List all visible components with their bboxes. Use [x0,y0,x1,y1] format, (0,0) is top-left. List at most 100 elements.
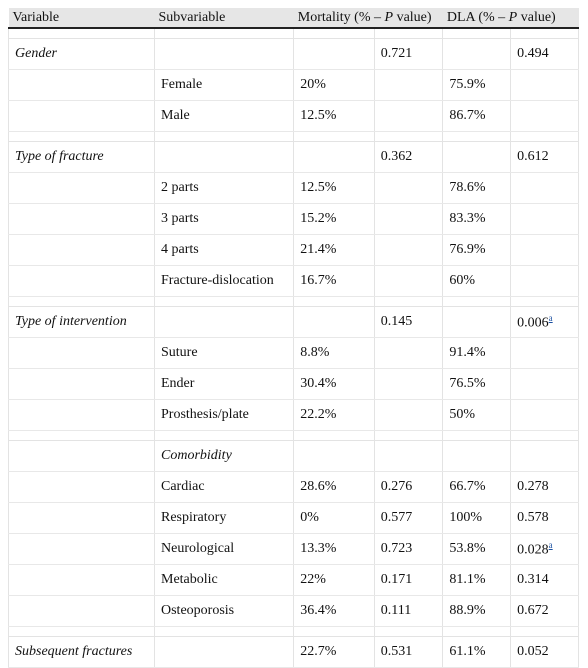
cell-subvariable [155,637,294,668]
cell-variable [9,369,155,400]
spacer-row [9,297,579,307]
cell-dla: 78.6% [443,173,511,204]
cell-mortality [294,39,374,70]
cell-dla: 100% [443,503,511,534]
cell-mortality-p [374,400,443,431]
cell-subvariable [155,307,294,338]
table-row: 2 parts 12.5% 78.6% [9,173,579,204]
spacer-row [9,627,579,637]
cell-dla [443,441,511,472]
cell-dla: 76.5% [443,369,511,400]
cell-subvariable: 3 parts [155,204,294,235]
cell-mortality-p: 0.723 [374,534,443,565]
cell-subvariable: Cardiac [155,472,294,503]
cell-subvariable: Metabolic [155,565,294,596]
table-row: Subsequent fractures 22.7% 0.531 61.1% 0… [9,637,579,668]
cell-subvariable: Male [155,101,294,132]
cell-subvariable: Osteoporosis [155,596,294,627]
results-table: Variable Subvariable Mortality (% – P va… [8,8,579,668]
cell-dla: 88.9% [443,596,511,627]
cell-variable [9,503,155,534]
table-row: Ender 30.4% 76.5% [9,369,579,400]
cell-variable: Type of intervention [9,307,155,338]
cell-dla-p: 0.028a [511,534,579,565]
table-row: Fracture-dislocation 16.7% 60% [9,266,579,297]
cell-variable [9,472,155,503]
cell-subvariable: 2 parts [155,173,294,204]
cell-variable: Subsequent fractures [9,637,155,668]
cell-mortality-p: 0.171 [374,565,443,596]
cell-subvariable: 4 parts [155,235,294,266]
cell-subvariable [155,142,294,173]
cell-dla-p: 0.314 [511,565,579,596]
cell-dla: 86.7% [443,101,511,132]
cell-mortality [294,307,374,338]
cell-mortality: 13.3% [294,534,374,565]
cell-dla: 81.1% [443,565,511,596]
cell-dla-p: 0.006a [511,307,579,338]
cell-subvariable: Prosthesis/plate [155,400,294,431]
cell-dla: 50% [443,400,511,431]
cell-mortality-p [374,369,443,400]
cell-mortality: 22.2% [294,400,374,431]
cell-dla-p [511,204,579,235]
cell-mortality: 0% [294,503,374,534]
table-row: Metabolic 22% 0.171 81.1% 0.314 [9,565,579,596]
cell-variable [9,338,155,369]
cell-dla [443,142,511,173]
cell-mortality-p: 0.362 [374,142,443,173]
cell-mortality-p [374,173,443,204]
footnote-link[interactable]: a [549,313,553,323]
footnote-link[interactable]: a [549,540,553,550]
cell-subvariable: Ender [155,369,294,400]
header-subvariable: Subvariable [155,8,294,28]
cell-dla: 76.9% [443,235,511,266]
cell-variable [9,534,155,565]
cell-dla: 75.9% [443,70,511,101]
cell-variable [9,204,155,235]
cell-mortality-p: 0.577 [374,503,443,534]
cell-subvariable: Comorbidity [155,441,294,472]
cell-subvariable: Respiratory [155,503,294,534]
cell-mortality: 8.8% [294,338,374,369]
cell-mortality-p [374,338,443,369]
cell-mortality: 16.7% [294,266,374,297]
cell-mortality [294,142,374,173]
cell-mortality-p [374,70,443,101]
table-row: Gender 0.721 0.494 [9,39,579,70]
cell-variable [9,596,155,627]
header-mortality: Mortality (% – P value) [294,8,443,28]
cell-variable [9,101,155,132]
cell-mortality-p: 0.721 [374,39,443,70]
cell-dla-p [511,173,579,204]
cell-mortality: 12.5% [294,173,374,204]
cell-dla-p [511,70,579,101]
cell-dla-p [511,400,579,431]
table-row: Neurological 13.3% 0.723 53.8% 0.028a [9,534,579,565]
table-row: Osteoporosis 36.4% 0.111 88.9% 0.672 [9,596,579,627]
cell-subvariable: Neurological [155,534,294,565]
header-variable: Variable [9,8,155,28]
cell-mortality: 20% [294,70,374,101]
table-row: Female 20% 75.9% [9,70,579,101]
cell-mortality-p: 0.276 [374,472,443,503]
header-row: Variable Subvariable Mortality (% – P va… [9,8,579,28]
cell-dla: 53.8% [443,534,511,565]
cell-variable [9,266,155,297]
table-row: Comorbidity [9,441,579,472]
cell-mortality-p [374,101,443,132]
cell-dla-p: 0.494 [511,39,579,70]
spacer-row [9,28,579,39]
cell-dla-p: 0.578 [511,503,579,534]
table-row: Type of fracture 0.362 0.612 [9,142,579,173]
cell-variable [9,400,155,431]
spacer-row [9,431,579,441]
cell-mortality-p [374,266,443,297]
cell-dla-p [511,441,579,472]
cell-dla-p: 0.052 [511,637,579,668]
cell-dla: 91.4% [443,338,511,369]
cell-variable: Type of fracture [9,142,155,173]
header-dla: DLA (% – P value) [443,8,579,28]
cell-dla: 60% [443,266,511,297]
cell-dla-p [511,235,579,266]
